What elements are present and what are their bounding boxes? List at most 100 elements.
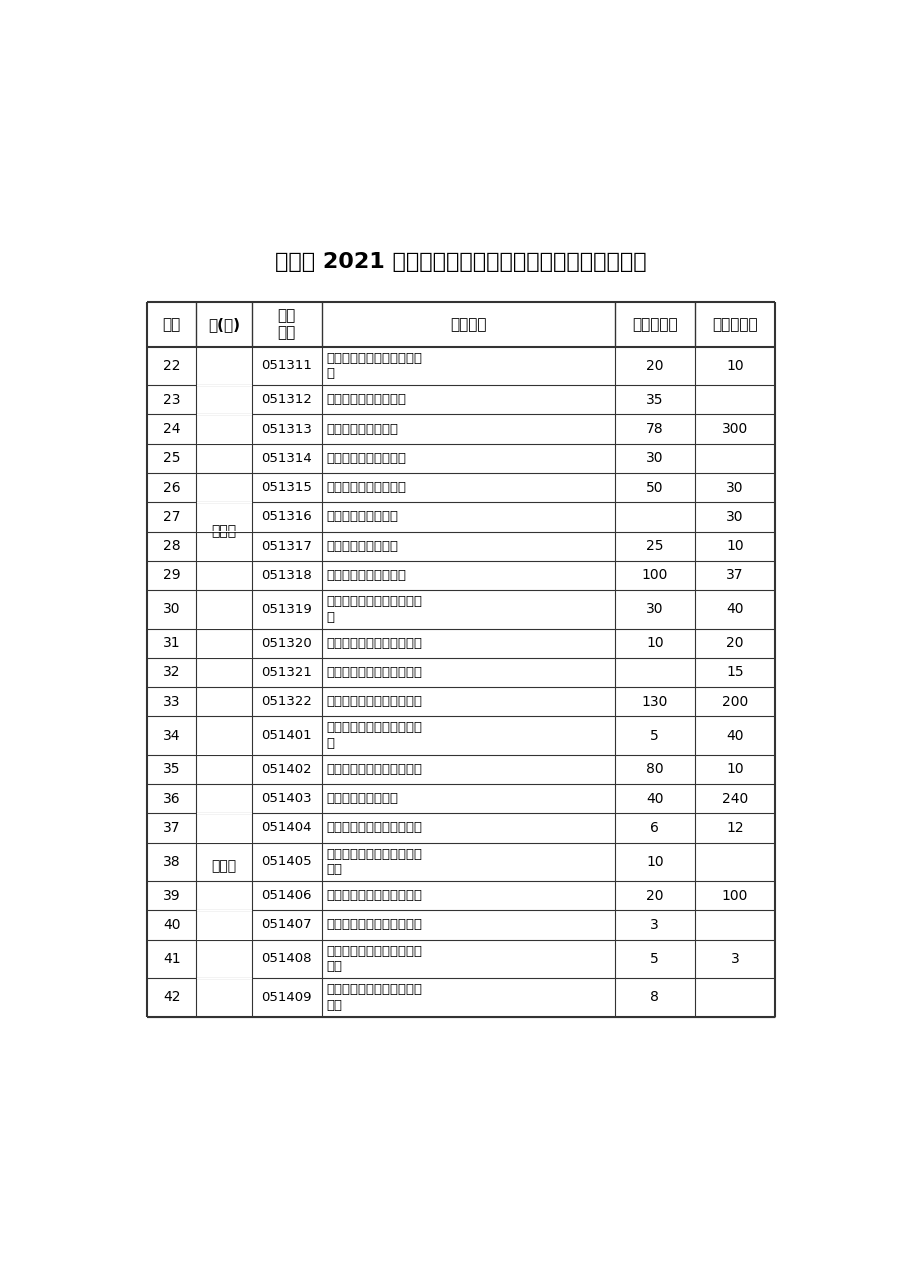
Text: 学校名称: 学校名称 [450, 316, 487, 332]
Text: 30: 30 [646, 603, 663, 617]
Text: 27: 27 [163, 510, 181, 524]
Text: 28: 28 [163, 539, 181, 553]
Text: 10: 10 [726, 762, 743, 776]
Text: 汕头市潮阳金培学校: 汕头市潮阳金培学校 [327, 510, 399, 523]
Text: 汕头市潮南区司马浦镇集强
学校: 汕头市潮南区司马浦镇集强 学校 [327, 848, 422, 876]
Text: 汕头市潮南区龙岭中英文学
校: 汕头市潮南区龙岭中英文学 校 [327, 722, 422, 749]
Text: 051403: 051403 [262, 793, 312, 805]
Text: 051312: 051312 [261, 394, 312, 406]
Text: 汕头市潮阳骏荣学校: 汕头市潮阳骏荣学校 [327, 539, 399, 553]
Text: 051319: 051319 [262, 603, 312, 615]
Text: 051317: 051317 [261, 539, 312, 553]
Text: 50: 50 [646, 481, 663, 495]
Text: 10: 10 [646, 855, 663, 868]
Text: 31: 31 [163, 637, 181, 651]
Text: 序号: 序号 [163, 316, 181, 332]
Text: 300: 300 [722, 422, 748, 436]
Text: 051322: 051322 [261, 695, 312, 708]
Text: 24: 24 [163, 422, 181, 436]
Text: 051408: 051408 [262, 952, 312, 966]
Text: 汕头市潮阳区金德实验学校: 汕头市潮阳区金德实验学校 [327, 637, 422, 649]
Text: 22: 22 [163, 360, 181, 373]
Text: 130: 130 [642, 695, 668, 709]
Text: 051315: 051315 [261, 481, 312, 494]
Text: 3: 3 [651, 918, 659, 932]
Text: 40: 40 [726, 728, 743, 743]
Text: 051401: 051401 [262, 729, 312, 742]
Text: 32: 32 [163, 666, 181, 680]
Text: 23: 23 [163, 392, 181, 406]
Text: 26: 26 [163, 481, 181, 495]
Text: 25: 25 [646, 539, 663, 553]
Text: 37: 37 [163, 820, 181, 836]
Text: 6: 6 [651, 820, 659, 836]
Text: 051407: 051407 [262, 919, 312, 932]
Text: 5: 5 [651, 728, 659, 743]
Text: 汕头市潮阳区巨龙学校: 汕头市潮阳区巨龙学校 [327, 452, 407, 465]
Text: 78: 78 [646, 422, 663, 436]
Text: 200: 200 [722, 695, 748, 709]
Text: 3: 3 [731, 952, 740, 966]
Text: 100: 100 [722, 889, 748, 903]
Text: 12: 12 [726, 820, 743, 836]
Text: 8: 8 [651, 990, 659, 1004]
Text: 30: 30 [163, 603, 181, 617]
Text: 051402: 051402 [262, 763, 312, 776]
Text: 051318: 051318 [262, 568, 312, 582]
Text: 汕头市潮南区陈店宏福外语
学校: 汕头市潮南区陈店宏福外语 学校 [327, 944, 422, 974]
Text: 25: 25 [163, 452, 181, 466]
Text: 汕头市潮阳区华隆发实验学
校: 汕头市潮阳区华隆发实验学 校 [327, 595, 422, 624]
Text: 40: 40 [726, 603, 743, 617]
Text: 051313: 051313 [261, 423, 312, 436]
Text: 潮阳区: 潮阳区 [212, 524, 237, 538]
Text: 051406: 051406 [262, 889, 312, 903]
Text: 41: 41 [163, 952, 181, 966]
Text: 051320: 051320 [262, 637, 312, 649]
Text: 100: 100 [642, 568, 668, 582]
Text: 汕头市潮阳启声学校: 汕头市潮阳启声学校 [327, 423, 399, 436]
Text: 051316: 051316 [262, 510, 312, 523]
Text: 汕头市潮阳区铭星实验学校: 汕头市潮阳区铭星实验学校 [327, 695, 422, 708]
Text: 汕头市潮南实验学校: 汕头市潮南实验学校 [327, 793, 399, 805]
Text: 051409: 051409 [262, 991, 312, 1004]
Text: 汕头市潮南新发中英文学校: 汕头市潮南新发中英文学校 [327, 889, 422, 903]
Text: 汕头市潮阳区新世纪文武学
校: 汕头市潮阳区新世纪文武学 校 [327, 352, 422, 380]
Text: 初中一年级: 初中一年级 [712, 316, 758, 332]
Text: 10: 10 [726, 360, 743, 373]
Text: 30: 30 [726, 510, 743, 524]
Text: 38: 38 [163, 855, 181, 868]
Text: 10: 10 [646, 637, 663, 651]
Text: 37: 37 [726, 568, 743, 582]
Text: 汕头市潮阳区理想学校: 汕头市潮阳区理想学校 [327, 394, 407, 406]
Text: 36: 36 [163, 791, 181, 805]
Text: 34: 34 [163, 728, 181, 743]
Text: 40: 40 [163, 918, 181, 932]
Text: 汕头市潮南区峡山兴华学校: 汕头市潮南区峡山兴华学校 [327, 822, 422, 834]
Text: 39: 39 [163, 889, 181, 903]
Text: 10: 10 [726, 539, 743, 553]
Text: 051405: 051405 [262, 856, 312, 868]
Text: 35: 35 [163, 762, 181, 776]
Text: 051321: 051321 [261, 666, 312, 679]
Text: 汕头市潮南区峡山莲心学校: 汕头市潮南区峡山莲心学校 [327, 919, 422, 932]
Text: 20: 20 [646, 360, 663, 373]
Text: 学校
代码: 学校 代码 [278, 308, 296, 341]
Text: 汕头市潮南区峡山街道育才
小学: 汕头市潮南区峡山街道育才 小学 [327, 984, 422, 1012]
Text: 汕头市 2021 年民办义务教育学校跨区（县）招生计划表: 汕头市 2021 年民办义务教育学校跨区（县）招生计划表 [275, 252, 647, 272]
Text: 33: 33 [163, 695, 181, 709]
Text: 30: 30 [726, 481, 743, 495]
Text: 20: 20 [726, 637, 743, 651]
Text: 42: 42 [163, 990, 181, 1004]
Text: 30: 30 [646, 452, 663, 466]
Text: 051404: 051404 [262, 822, 312, 834]
Text: 汕头市潮阳外国语学校: 汕头市潮阳外国语学校 [327, 481, 407, 494]
Text: 240: 240 [722, 791, 748, 805]
Text: 051314: 051314 [262, 452, 312, 465]
Text: 051311: 051311 [261, 360, 312, 372]
Text: 35: 35 [646, 392, 663, 406]
Text: 区(县): 区(县) [208, 316, 240, 332]
Text: 小学一年级: 小学一年级 [632, 316, 678, 332]
Text: 29: 29 [163, 568, 181, 582]
Text: 潮南区: 潮南区 [212, 860, 237, 874]
Text: 汕头市潮阳华斯达学校: 汕头市潮阳华斯达学校 [327, 568, 407, 582]
